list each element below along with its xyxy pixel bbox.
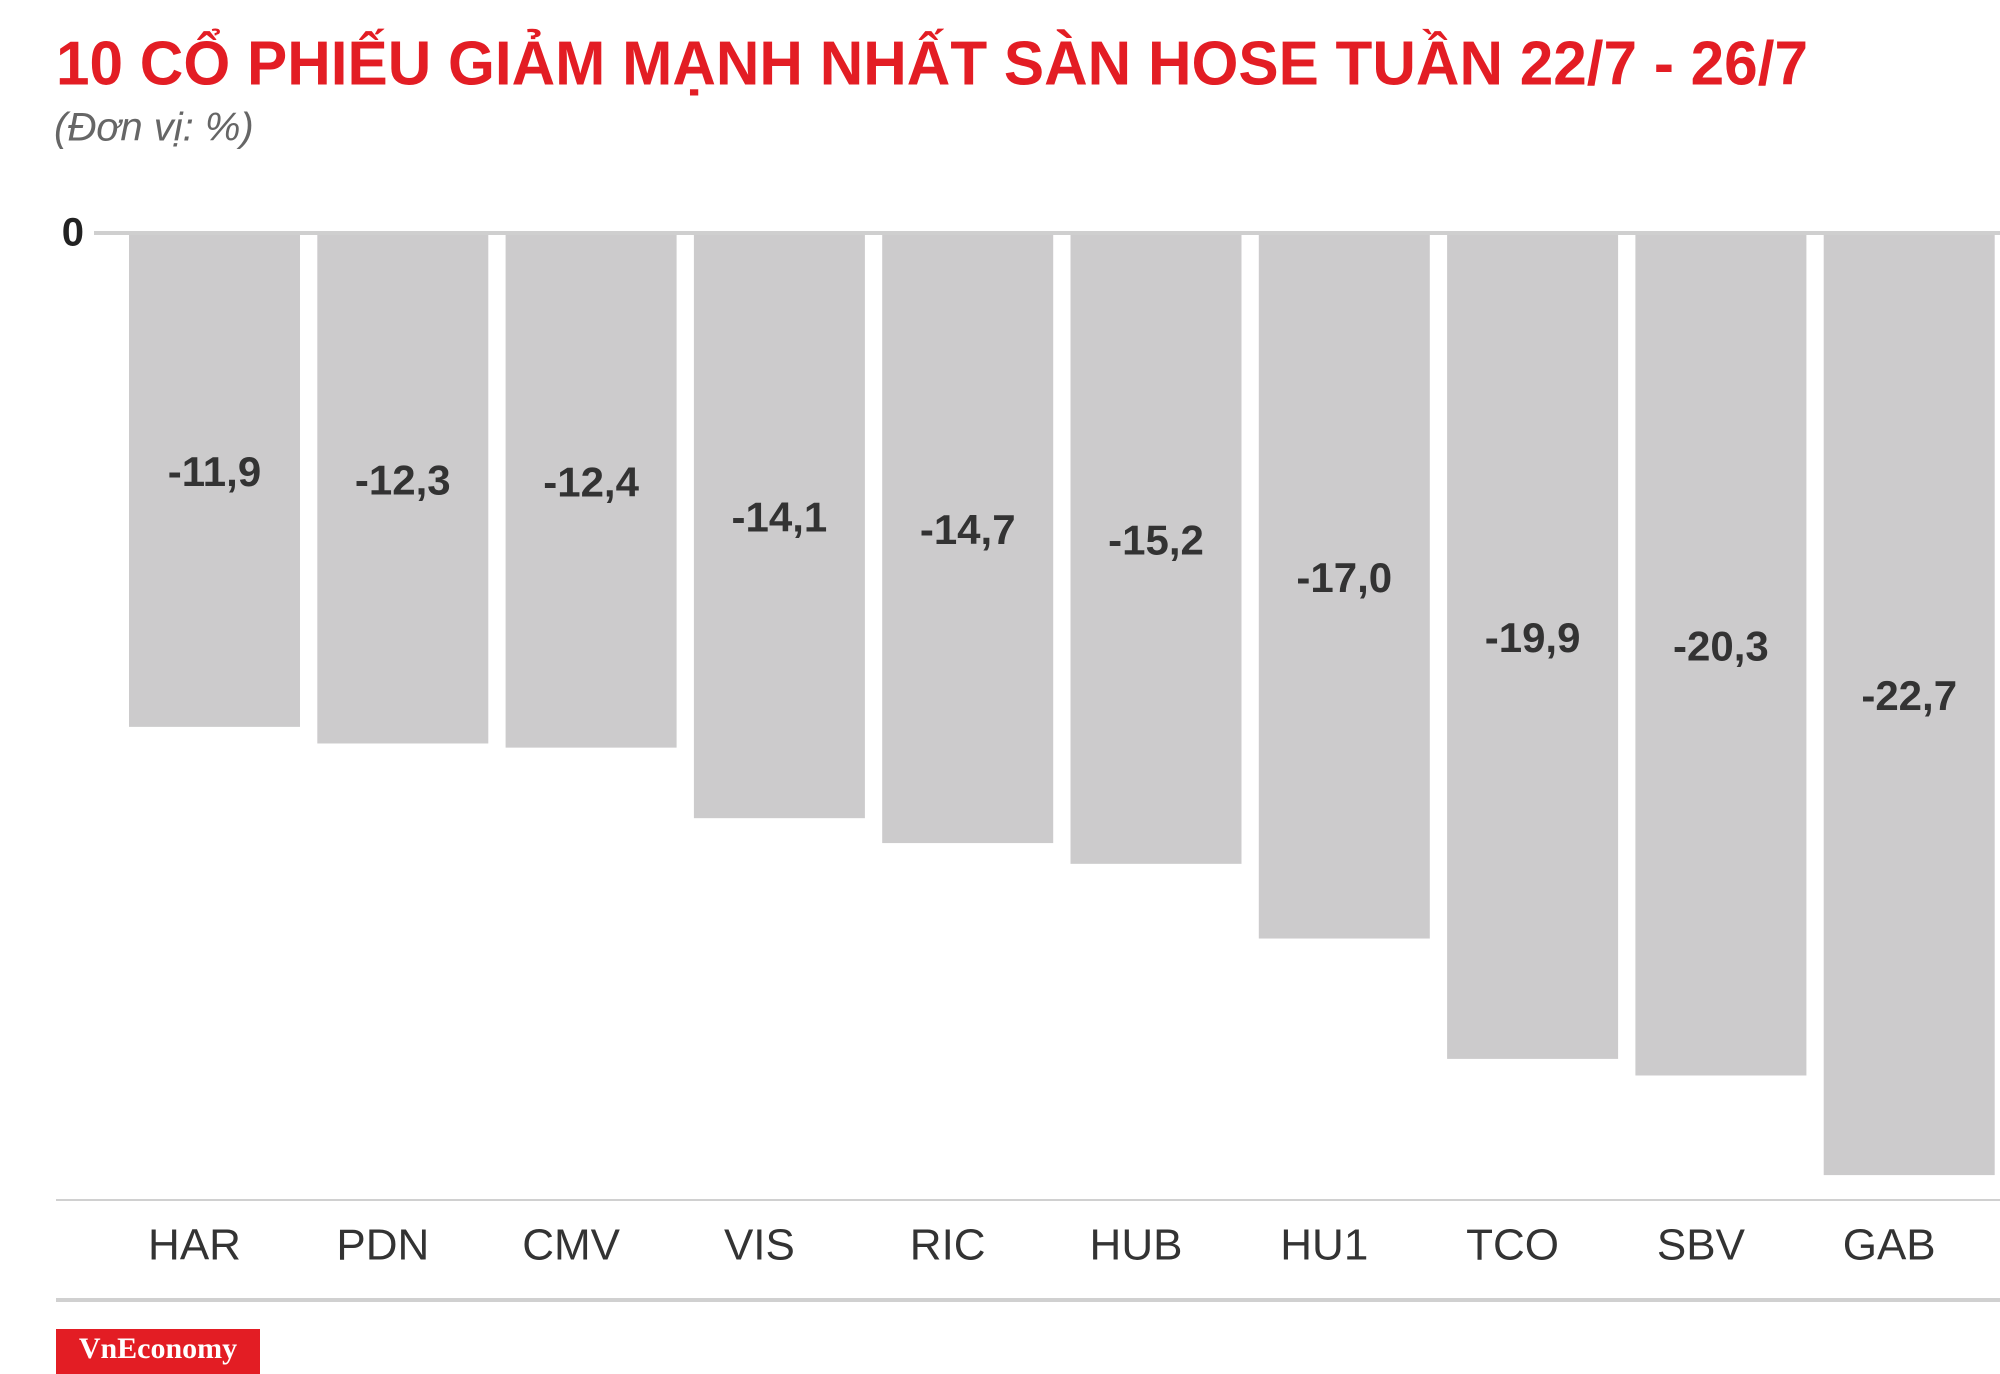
x-tick-label: SBV <box>1657 1221 1746 1270</box>
bar <box>1258 233 1430 939</box>
logo-box <box>56 1329 260 1374</box>
value-label: -11,9 <box>168 448 261 495</box>
bar <box>1447 233 1619 1059</box>
bar <box>1635 233 1807 1076</box>
x-tick-label: VIS <box>724 1221 795 1270</box>
value-label: -15,2 <box>1108 517 1204 564</box>
chart-subtitle: (Đơn vị: %) <box>54 106 254 150</box>
logo: VnEconomy <box>79 1332 237 1365</box>
x-tick-label: PDN <box>336 1221 429 1270</box>
bar <box>1823 233 1995 1176</box>
value-label: -19,9 <box>1485 614 1581 661</box>
value-label: -14,1 <box>732 494 828 541</box>
x-tick-label: HU1 <box>1280 1221 1368 1270</box>
bar <box>693 233 865 819</box>
chart-title: 10 CỔ PHIẾU GIẢM MẠNH NHẤT SÀN HOSE TUẦN… <box>56 28 1808 98</box>
value-label: -20,3 <box>1673 622 1769 669</box>
x-tick-label: RIC <box>910 1221 986 1270</box>
value-label: -12,3 <box>355 456 451 503</box>
bar <box>1070 233 1242 864</box>
x-tick-label: HUB <box>1090 1221 1183 1270</box>
x-tick-label: HAR <box>148 1221 241 1270</box>
x-tick-label: GAB <box>1843 1221 1936 1270</box>
value-label: -17,0 <box>1296 554 1392 601</box>
bar <box>129 233 300 727</box>
x-tick-label: CMV <box>522 1221 620 1270</box>
bar <box>505 233 677 748</box>
y-tick-label: 0 <box>62 211 84 255</box>
value-label: -12,4 <box>543 458 639 505</box>
x-tick-label: TCO <box>1466 1221 1559 1270</box>
bar <box>317 233 489 744</box>
value-label: -14,7 <box>920 506 1016 553</box>
bar <box>882 233 1054 844</box>
value-label: -22,7 <box>1861 672 1957 719</box>
